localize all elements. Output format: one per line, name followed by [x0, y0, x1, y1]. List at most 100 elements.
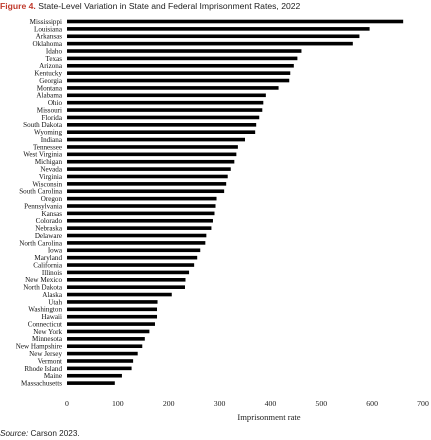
bar-california — [67, 263, 195, 267]
bar-nevada — [67, 167, 231, 171]
x-axis-label: Imprisonment rate — [237, 412, 300, 422]
category-label-new-mexico: New Mexico — [25, 276, 62, 284]
bar-alaska — [67, 292, 172, 297]
source-note: Source: Carson 2023. — [0, 429, 80, 438]
source-label: Source: — [0, 429, 29, 438]
bar-iowa — [67, 248, 201, 253]
category-label-texas: Texas — [46, 55, 63, 63]
x-tick-label: 0 — [65, 399, 69, 408]
category-label-north-dakota: North Dakota — [23, 284, 63, 292]
bar-delaware — [67, 233, 207, 238]
bar-vermont — [67, 359, 134, 363]
category-label-massachusetts: Massachusetts — [21, 380, 62, 388]
x-tick-label: 100 — [112, 399, 124, 408]
category-label-maine: Maine — [44, 372, 62, 380]
bar-north-dakota — [67, 285, 185, 289]
category-label-maryland: Maryland — [34, 254, 62, 262]
category-label-minnesota: Minnesota — [32, 335, 63, 343]
category-label-south-dakota: South Dakota — [23, 121, 63, 129]
bar-new-york — [67, 329, 150, 334]
category-labels: MississippiLouisianaArkansasOklahomaIdah… — [16, 18, 63, 388]
bar-oregon — [67, 196, 217, 201]
x-tick-label: 400 — [265, 399, 277, 408]
chart-title: State-Level Variation in State and Feder… — [38, 1, 301, 11]
category-label-delaware: Delaware — [35, 232, 62, 240]
category-label-connecticut: Connecticut — [28, 320, 62, 328]
category-label-montana: Montana — [37, 84, 63, 92]
category-label-louisiana: Louisiana — [34, 25, 63, 33]
bar-chart: MississippiLouisianaArkansasOklahomaIdah… — [16, 18, 429, 422]
bar-idaho — [67, 49, 302, 53]
category-label-alabama: Alabama — [36, 92, 62, 100]
bar-michigan — [67, 159, 235, 164]
bar-missouri — [67, 108, 263, 112]
category-label-new-york: New York — [33, 328, 62, 336]
category-label-oregon: Oregon — [41, 195, 63, 203]
bar-arizona — [67, 63, 294, 68]
category-label-alaska: Alaska — [42, 291, 63, 299]
x-axis-ticks: 0 100 200 300 400 500 600 700 — [65, 399, 429, 408]
bar-ohio — [67, 100, 264, 105]
category-label-missouri: Missouri — [37, 106, 62, 114]
category-label-illinois: Illinois — [42, 269, 62, 277]
category-label-kentucky: Kentucky — [34, 70, 62, 78]
category-label-north-carolina: North Carolina — [19, 239, 63, 247]
bar-tennessee — [67, 145, 238, 149]
figure-label: Figure 4. — [0, 1, 36, 11]
category-label-nebraska: Nebraska — [35, 225, 63, 233]
bars — [67, 19, 404, 385]
bar-connecticut — [67, 322, 155, 326]
bar-oklahoma — [67, 41, 353, 46]
category-label-kansas: Kansas — [42, 210, 63, 218]
category-label-california: California — [33, 261, 63, 269]
bar-maine — [67, 373, 122, 378]
bar-south-carolina — [67, 189, 225, 194]
bar-maryland — [67, 255, 198, 260]
bar-south-dakota — [67, 123, 257, 127]
category-label-indiana: Indiana — [41, 136, 63, 144]
category-label-arkansas: Arkansas — [36, 33, 63, 41]
category-label-oklahoma: Oklahoma — [32, 40, 62, 48]
bar-montana — [67, 86, 279, 90]
bar-utah — [67, 300, 158, 304]
category-label-washington: Washington — [28, 306, 62, 314]
category-label-michigan: Michigan — [35, 158, 63, 166]
category-label-virginia: Virginia — [39, 173, 63, 181]
bar-new-mexico — [67, 278, 186, 282]
bar-arkansas — [67, 34, 360, 39]
bar-washington — [67, 307, 158, 312]
bar-north-carolina — [67, 241, 206, 245]
category-label-vermont: Vermont — [38, 357, 62, 365]
bar-wisconsin — [67, 182, 227, 186]
category-label-ohio: Ohio — [48, 99, 63, 107]
category-label-wyoming: Wyoming — [34, 129, 62, 137]
category-label-tennessee: Tennessee — [33, 143, 62, 151]
bar-florida — [67, 115, 260, 120]
bar-wyoming — [67, 130, 256, 134]
category-label-west-virginia: West Virginia — [23, 151, 63, 159]
bar-minnesota — [67, 337, 145, 341]
x-tick-label: 500 — [315, 399, 327, 408]
bar-nebraska — [67, 226, 212, 230]
bar-alabama — [67, 93, 266, 98]
bar-massachusetts — [67, 381, 115, 385]
category-label-arizona: Arizona — [39, 62, 63, 70]
bar-kentucky — [67, 71, 291, 75]
bar-west-virginia — [67, 152, 237, 157]
bar-mississippi — [67, 19, 404, 24]
category-label-south-carolina: South Carolina — [19, 188, 63, 196]
category-label-pennsylvania: Pennsylvania — [24, 202, 63, 210]
category-label-rhode-island: Rhode Island — [24, 365, 62, 373]
category-label-utah: Utah — [48, 298, 62, 306]
figure-title: Figure 4. State-Level Variation in State… — [0, 0, 431, 12]
category-label-new-jersey: New Jersey — [29, 350, 62, 358]
category-label-idaho: Idaho — [46, 47, 63, 55]
category-label-iowa: Iowa — [48, 247, 63, 255]
category-label-georgia: Georgia — [39, 77, 63, 85]
bar-kansas — [67, 211, 215, 216]
x-tick-label: 200 — [163, 399, 175, 408]
x-tick-label: 300 — [214, 399, 226, 408]
bar-colorado — [67, 218, 213, 223]
category-label-new-hampshire: New Hampshire — [16, 343, 62, 351]
category-label-hawaii: Hawaii — [42, 313, 63, 321]
